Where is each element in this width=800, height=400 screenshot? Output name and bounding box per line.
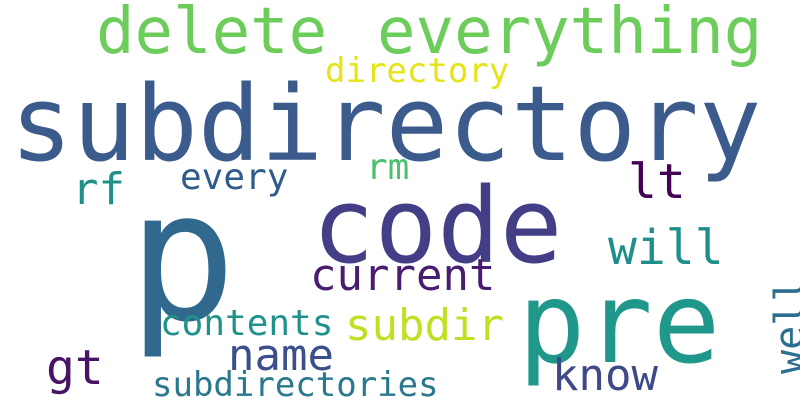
word-rf: rf: [72, 164, 125, 215]
word-p: p: [128, 153, 237, 362]
word-know: know: [552, 350, 658, 400]
word-every: every: [180, 157, 289, 198]
word-lt: lt: [628, 154, 686, 210]
word-contents: contents: [160, 303, 334, 344]
word-everything: everything: [377, 0, 763, 69]
word-subdir: subdir: [345, 300, 504, 351]
word-current: current: [310, 250, 496, 301]
word-subdirectories: subdirectories: [152, 365, 439, 400]
word-will: will: [608, 220, 724, 276]
word-pre: pre: [518, 259, 721, 389]
word-subdirectory: subdirectory: [10, 63, 762, 185]
word-name: name: [228, 330, 334, 381]
word-delete: delete: [96, 0, 328, 69]
word-rm: rm: [366, 147, 410, 188]
word-code: code: [312, 165, 563, 287]
word-gt: gt: [46, 340, 104, 396]
word-well: well: [767, 277, 800, 374]
word-directory: directory: [325, 51, 510, 91]
